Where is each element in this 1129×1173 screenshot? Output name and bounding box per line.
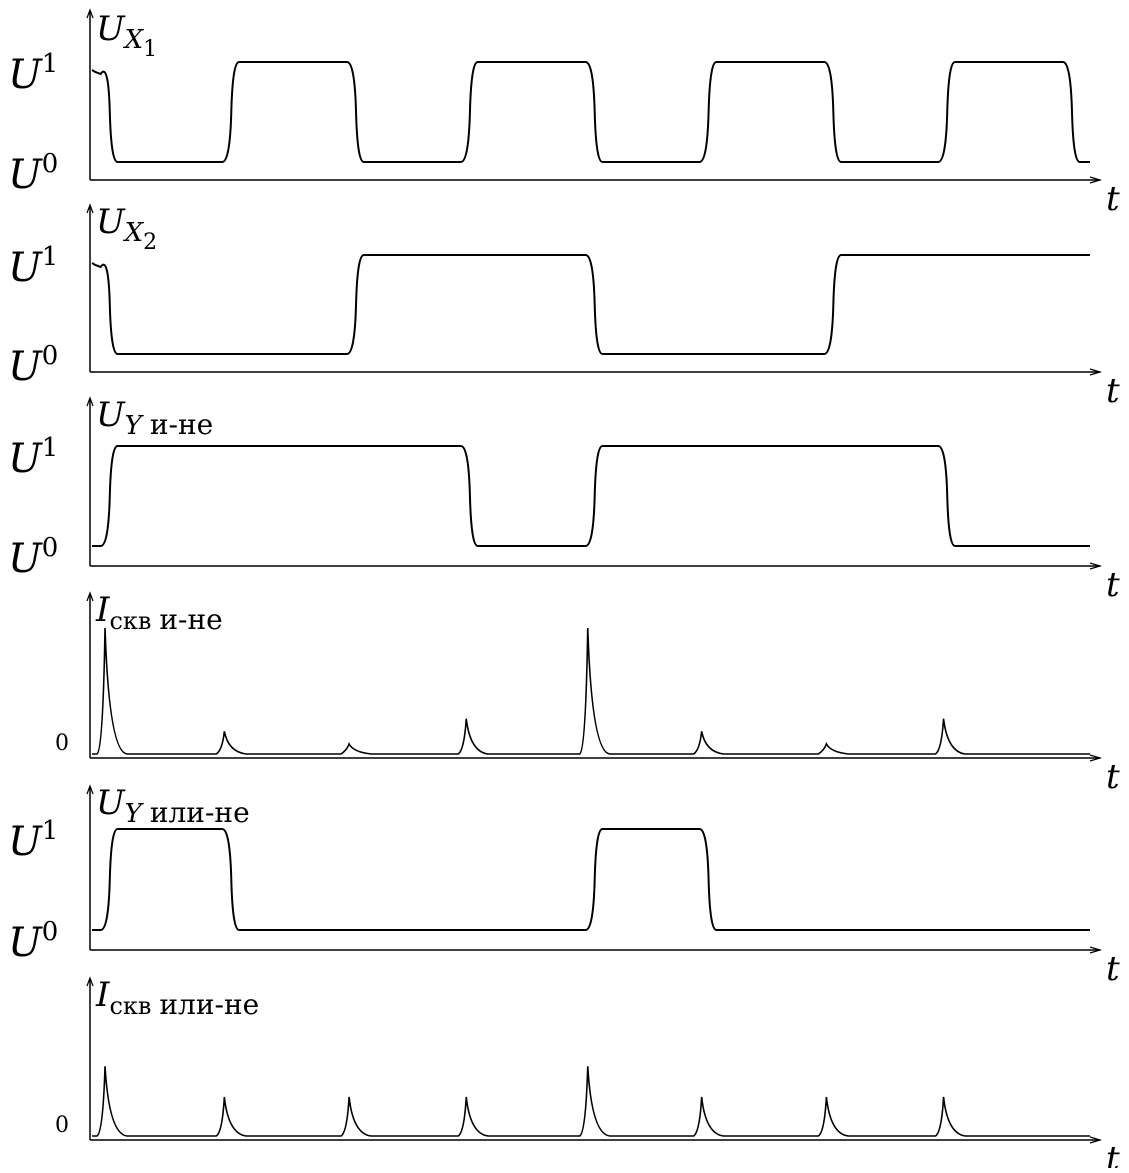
x-axis-label: t (1106, 1139, 1120, 1168)
title-suffix: или-не (150, 796, 250, 829)
x-axis-label: t (1106, 949, 1120, 989)
title-suffix: и-не (150, 408, 213, 441)
title-subscript: Y (125, 411, 145, 441)
x-axis-label: t (1106, 371, 1120, 411)
level-low-label: U0 (8, 533, 58, 582)
title-subscript: Y (125, 799, 145, 829)
title-symbol: U (96, 9, 126, 49)
title-symbol: I (95, 590, 110, 630)
zero-label: 0 (55, 731, 69, 756)
title-symbol: U (96, 202, 126, 242)
level-high-label: U1 (8, 433, 58, 482)
title-symbol: U (96, 783, 126, 823)
level-high-label: U1 (8, 816, 58, 865)
waveform-line (92, 628, 1090, 754)
waveform-line (92, 62, 1090, 162)
title-subscript: скв (109, 607, 151, 635)
waveform-line (92, 255, 1090, 354)
waveform-line (92, 829, 1090, 930)
x-axis-label: t (1106, 179, 1120, 219)
panel-ux2: t UX2 U1 U0 (8, 202, 1120, 411)
title-subscript: X (123, 218, 145, 248)
panel-title: Iскв или-не (95, 975, 259, 1021)
title-subsubscript: 2 (143, 230, 157, 255)
zero-label: 0 (55, 1113, 69, 1138)
panel-isk-and: t Iскв и-не 0 (55, 590, 1120, 797)
level-low-label: U0 (8, 341, 58, 390)
title-suffix: или-не (159, 988, 259, 1021)
level-high-label: U1 (8, 49, 58, 98)
panel-title: UX1 (96, 9, 157, 62)
level-high-label: U1 (8, 242, 58, 291)
title-symbol: I (95, 975, 110, 1015)
panel-isk-or: t Iскв или-не 0 (55, 975, 1120, 1168)
x-axis-label: t (1106, 757, 1120, 797)
panel-title: UX2 (96, 202, 157, 255)
panel-title: Iскв и-не (95, 590, 223, 636)
x-axis-label: t (1106, 565, 1120, 605)
title-subscript: скв (109, 992, 151, 1020)
title-subscript: X (123, 25, 145, 55)
title-subsubscript: 1 (143, 37, 157, 62)
title-suffix: и-не (159, 603, 222, 636)
level-low-label: U0 (8, 149, 58, 198)
waveform-line (92, 446, 1090, 546)
waveform-line (92, 1066, 1090, 1136)
level-low-label: U0 (8, 917, 58, 966)
title-symbol: U (96, 395, 126, 435)
